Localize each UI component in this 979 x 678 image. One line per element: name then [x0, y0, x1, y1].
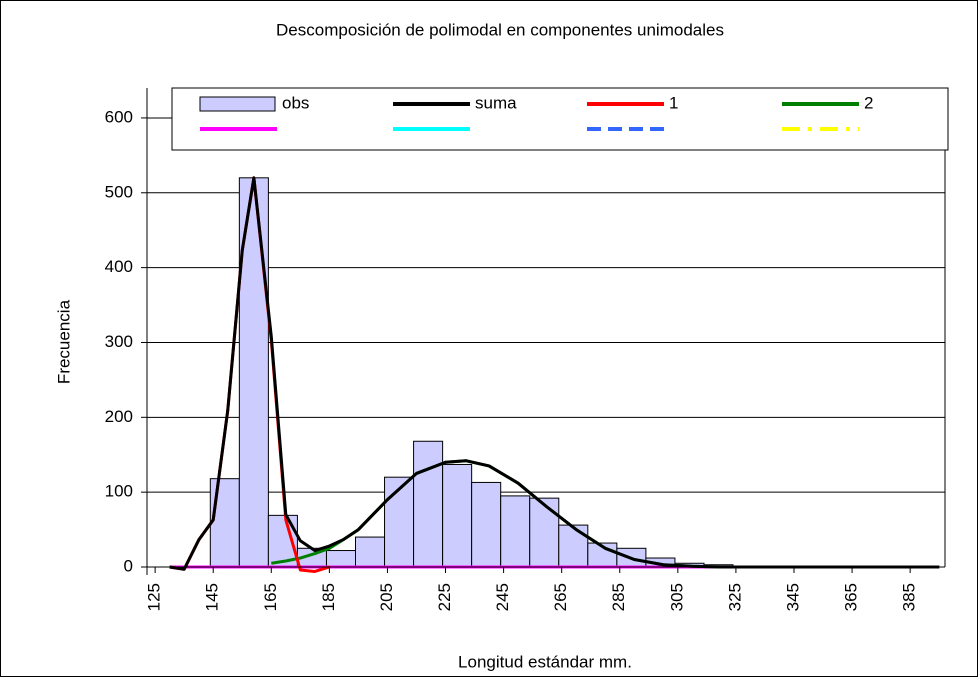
- y-tick-label: 300: [105, 332, 133, 351]
- y-tick-label: 500: [105, 182, 133, 201]
- histogram-bar: [500, 495, 531, 568]
- x-tick-label: 265: [551, 583, 570, 611]
- x-axis-label: Longitud estándar mm.: [458, 652, 632, 671]
- x-tick-label: 185: [319, 583, 338, 611]
- x-tick-label: 365: [842, 583, 861, 611]
- series-line: [169, 176, 940, 571]
- y-tick-label: 400: [105, 257, 133, 276]
- x-tick-label: 245: [493, 583, 512, 611]
- x-tick-label: 165: [261, 583, 280, 611]
- histogram-bar: [558, 524, 589, 568]
- y-tick-label: 200: [105, 407, 133, 426]
- x-tick-label: 385: [900, 583, 919, 611]
- x-tick-label: 125: [145, 583, 164, 611]
- y-tick-label: 600: [105, 107, 133, 126]
- histogram-bar: [471, 481, 502, 568]
- x-tick-label: 145: [203, 583, 222, 611]
- x-tick-label: 285: [609, 583, 628, 611]
- histogram-bar: [355, 536, 386, 568]
- histogram-bar: [442, 463, 473, 568]
- x-tick-label: 305: [667, 583, 686, 611]
- chart-title: Descomposición de polimodal en component…: [276, 20, 724, 39]
- histogram-bar: [325, 550, 357, 568]
- x-tick-label: 225: [435, 583, 454, 611]
- y-axis-label: Frecuencia: [54, 299, 73, 384]
- histogram-bar: [529, 497, 560, 568]
- legend-label: 1: [669, 93, 678, 112]
- x-tick-label: 205: [377, 583, 396, 611]
- legend-swatch: [199, 96, 276, 112]
- legend-box: [171, 87, 949, 151]
- legend-label: suma: [475, 93, 517, 112]
- histogram-bar: [413, 440, 444, 568]
- x-tick-label: 345: [783, 583, 802, 611]
- histogram-bar: [384, 476, 415, 568]
- histogram-bar: [209, 478, 240, 568]
- y-tick-label: 0: [124, 556, 133, 575]
- legend-label: obs: [282, 93, 309, 112]
- legend-label: 2: [864, 93, 873, 112]
- x-tick-label: 325: [725, 583, 744, 611]
- y-tick-label: 100: [105, 482, 133, 501]
